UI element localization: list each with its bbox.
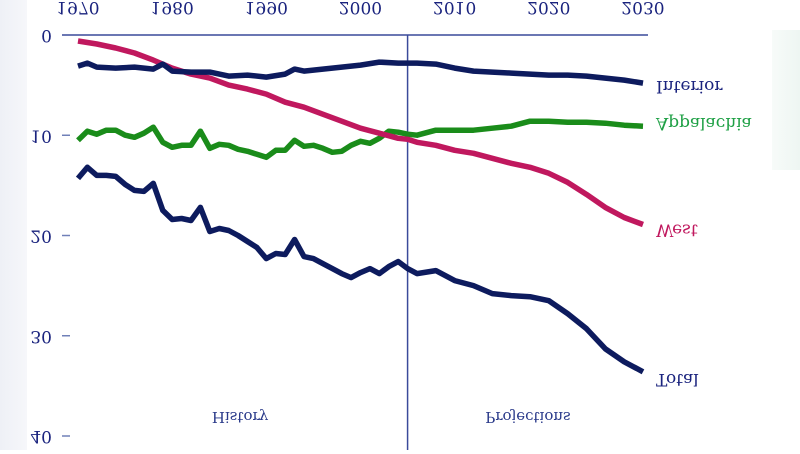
- y-tick-label: 30: [30, 326, 52, 346]
- x-tick-label: 2030: [621, 0, 664, 17]
- series-lines: [75, 38, 645, 375]
- series-line-west: [77, 38, 644, 228]
- x-tick-label: 2000: [339, 0, 382, 17]
- series-label-west: West: [656, 219, 698, 239]
- series-line-appalachia: [76, 118, 644, 161]
- right-margin-shade: [772, 30, 800, 170]
- series-line-interior: [77, 59, 644, 86]
- y-tick-label: 20: [30, 226, 52, 246]
- x-tick-label: 1990: [245, 0, 288, 17]
- projections-label: Projections: [485, 408, 570, 426]
- axes: [62, 34, 648, 450]
- series-label-total: Total: [656, 369, 699, 389]
- y-tick-label: 40: [30, 426, 52, 446]
- x-tick-label: 2020: [527, 0, 570, 17]
- series-label-interior: Interior: [656, 76, 723, 96]
- history-label: History: [212, 408, 269, 426]
- left-margin-shade: [0, 0, 27, 450]
- x-tick-label: 2010: [433, 0, 476, 17]
- y-tick-label: 10: [30, 125, 52, 145]
- x-tick-label: 1970: [56, 0, 99, 17]
- x-tick-label: 1980: [151, 0, 194, 17]
- series-line-total: [75, 164, 645, 375]
- y-tick-label: 0: [41, 25, 52, 45]
- series-label-appalachia: Appalachia: [655, 113, 752, 133]
